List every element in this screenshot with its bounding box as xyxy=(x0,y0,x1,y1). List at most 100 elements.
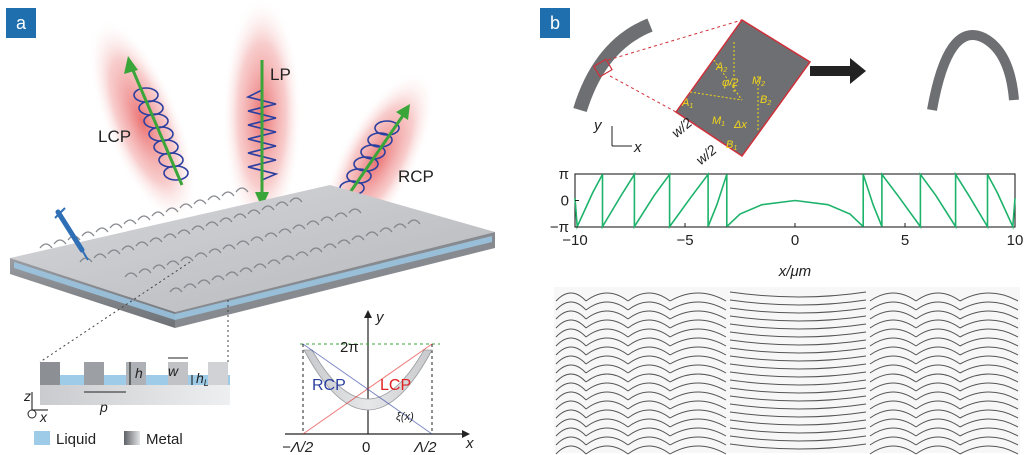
zoom-label-a2: A2 xyxy=(715,61,727,74)
grating-arc xyxy=(729,379,867,386)
grating-crescent xyxy=(669,346,727,356)
grating-pattern xyxy=(555,291,1019,455)
inset-lcp-label: LCP xyxy=(380,377,411,394)
panel-b-tag: b xyxy=(540,8,570,38)
axes-icon-x: x xyxy=(633,139,642,156)
grating-crescent xyxy=(915,337,961,347)
phase-series-2 xyxy=(726,199,864,228)
grating-crescent xyxy=(555,409,587,419)
legend-liquid-label: Liquid xyxy=(56,431,96,448)
grating-arc xyxy=(729,443,867,450)
grating-crescent xyxy=(585,310,629,320)
grating-crescent xyxy=(869,301,917,311)
inset-xtick-neg: −Λ/2 xyxy=(282,439,314,455)
zoom-label-m2: M2 xyxy=(752,75,765,88)
grating-crescent xyxy=(669,355,727,365)
grating-crescent xyxy=(627,301,671,311)
grating-crescent xyxy=(669,337,727,347)
grating-crescent xyxy=(555,445,587,455)
grating-crescent xyxy=(959,310,1019,320)
cs-x-label: x xyxy=(39,409,48,425)
grating-crescent xyxy=(669,364,727,374)
grating-crescent xyxy=(915,382,961,392)
grating-arc xyxy=(729,315,867,322)
grating-crescent xyxy=(915,319,961,329)
grating-crescent xyxy=(869,382,917,392)
phase-series-1 xyxy=(574,171,728,230)
grating-crescent xyxy=(869,427,917,437)
grating-crescent xyxy=(959,319,1019,329)
grating-crescent xyxy=(959,409,1019,419)
cross-section-annotations xyxy=(31,357,193,411)
rcp-label: RCP xyxy=(398,167,434,186)
grating-crescent xyxy=(959,373,1019,383)
grating-crescent xyxy=(627,400,671,410)
into-page-symbol xyxy=(27,409,37,419)
grating-crescent xyxy=(915,445,961,455)
grating-crescent xyxy=(555,391,587,401)
grating-crescent xyxy=(555,400,587,410)
grating-crescent xyxy=(669,301,727,311)
x-tick-label: 5 xyxy=(901,232,909,249)
grating-crescent xyxy=(669,391,727,401)
grating-arc xyxy=(729,427,867,434)
zoom-label-w2b: w/2 xyxy=(693,141,720,167)
grating-crescent xyxy=(869,436,917,446)
grating-crescent xyxy=(959,400,1019,410)
grating-crescent xyxy=(869,292,917,302)
legend-metal-label: Metal xyxy=(146,431,183,448)
lp-wave xyxy=(245,60,279,208)
cs-h-label: h xyxy=(135,365,143,381)
grating-crescent xyxy=(627,364,671,374)
grating-crescent xyxy=(585,355,629,365)
zoom-label-m1: M1 xyxy=(712,115,725,128)
grating-arc xyxy=(729,299,867,306)
y-tick-label: 0 xyxy=(561,193,569,210)
grating-crescent xyxy=(959,328,1019,338)
grating-crescent xyxy=(555,328,587,338)
grating-crescent xyxy=(959,418,1019,428)
metasurface-slab xyxy=(10,185,495,328)
grating-crescent xyxy=(915,346,961,356)
grating-crescent xyxy=(669,319,727,329)
grating-crescent xyxy=(555,382,587,392)
phase-profile-chart: −10 −5 0 5 10 π 0 −π x/μm xyxy=(550,166,1023,280)
grating-crescent xyxy=(669,445,727,455)
panel-a-tag: a xyxy=(6,8,36,38)
arc-segment xyxy=(573,18,653,113)
x-tick-label: 10 xyxy=(1007,232,1024,249)
grating-crescent xyxy=(627,418,671,428)
grating-crescent xyxy=(627,355,671,365)
y-tick-label: −π xyxy=(550,219,569,236)
grating-crescent xyxy=(915,292,961,302)
grating-crescent xyxy=(959,346,1019,356)
grating-crescent xyxy=(915,427,961,437)
grating-crescent xyxy=(915,373,961,383)
grating-crescent xyxy=(669,436,727,446)
grating-crescent xyxy=(915,364,961,374)
inset-x-label: x xyxy=(465,435,474,452)
grating-crescent xyxy=(627,292,671,302)
panel-b: A2 φ/2 M2 A1 B2 M1 Δx B1 w/2 w/2 y x −10… xyxy=(520,0,1026,455)
grating-crescent xyxy=(869,409,917,419)
grating-arc xyxy=(729,363,867,370)
x-axis-label: x/μm xyxy=(778,263,811,280)
grating-arc xyxy=(729,435,867,442)
grating-arc xyxy=(729,291,867,298)
legend-liquid-swatch xyxy=(34,431,50,445)
grating-crescent xyxy=(555,427,587,437)
grating-crescent xyxy=(959,436,1019,446)
grating-crescent xyxy=(585,292,629,302)
grating-crescent xyxy=(959,382,1019,392)
grating-arc xyxy=(729,355,867,362)
grating-crescent xyxy=(627,427,671,437)
phase-inset xyxy=(285,310,470,438)
cs-hl-label: hL xyxy=(196,370,209,388)
grating-crescent xyxy=(869,337,917,347)
grating-crescent xyxy=(959,301,1019,311)
grating-arc xyxy=(729,347,867,354)
grating-arc xyxy=(729,331,867,338)
grating-crescent xyxy=(555,373,587,383)
grating-crescent xyxy=(669,328,727,338)
grating-crescent xyxy=(669,400,727,410)
